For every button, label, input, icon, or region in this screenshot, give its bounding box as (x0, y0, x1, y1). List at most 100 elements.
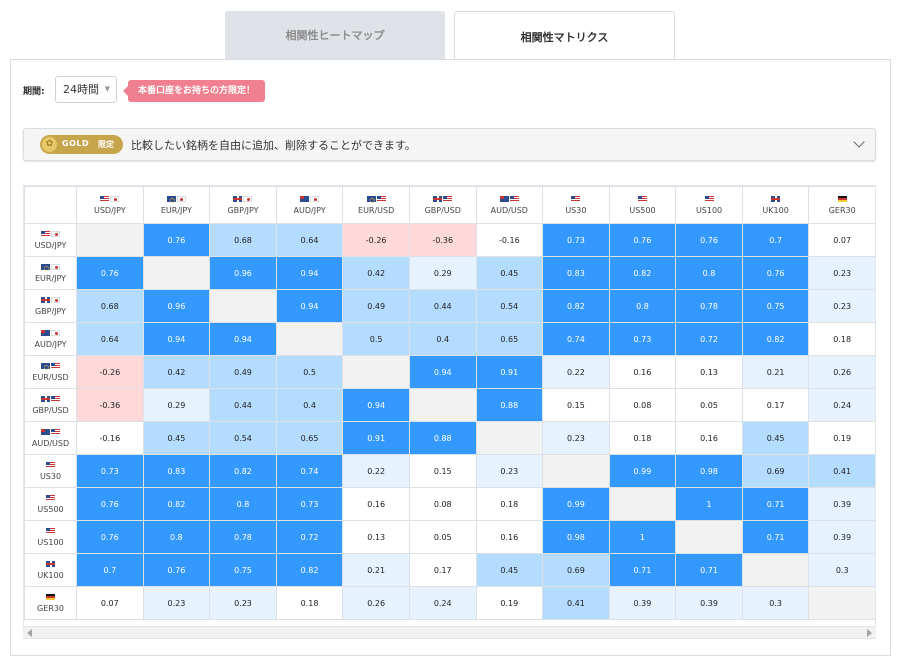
matrix-row: AUD/JPY 0.64 0.94 0.94 0.5 0.4 0.65 0.74 0.73 0.7… (24, 322, 875, 356)
flag-au-icon (41, 429, 51, 435)
matrix-cell: 0.23 (808, 256, 875, 290)
column-header[interactable]: GBP/USD (408, 186, 477, 224)
column-header[interactable]: US100 (675, 186, 743, 224)
matrix-cell-self (808, 586, 875, 620)
period-select[interactable]: 24時間 ▼ (55, 76, 117, 103)
matrix-cell: 0.19 (808, 421, 875, 455)
matrix-cell: 0.39 (675, 586, 743, 620)
flag-jp-icon (51, 330, 61, 336)
row-header[interactable]: US500 (24, 487, 78, 521)
matrix-cell: 0.23 (808, 289, 875, 323)
flag-jp-icon (176, 196, 186, 202)
flags (100, 196, 120, 204)
flag-us-icon (46, 495, 56, 501)
matrix-cell: 0.07 (76, 586, 144, 620)
column-header[interactable]: GER30 (808, 186, 875, 224)
flag-jp-icon (51, 264, 61, 270)
matrix-cell: 0.39 (808, 487, 875, 521)
matrix-cell: 0.39 (808, 520, 875, 554)
matrix-cell: 0.76 (76, 487, 144, 521)
flag-gb-icon (46, 561, 56, 567)
matrix-cell: 0.82 (209, 454, 277, 488)
matrix-cell: 0.18 (275, 586, 344, 620)
column-header[interactable]: EUR/JPY (142, 186, 211, 224)
matrix-cell: 0.68 (76, 289, 144, 323)
flag-eu-icon (41, 363, 51, 370)
matrix-cell: 0.13 (675, 355, 743, 389)
matrix-cell: 0.17 (408, 553, 477, 587)
matrix-cell: 0.65 (275, 421, 344, 455)
matrix-row: US30 0.73 0.83 0.82 0.74 0.22 0.15 0.23 0.99 0.98… (24, 454, 875, 488)
flag-gb-icon (771, 196, 781, 202)
matrix-cell: 0.68 (209, 223, 277, 257)
flag-jp-icon (51, 231, 61, 237)
row-header[interactable]: EUR/USD (24, 355, 78, 389)
symbol-label: AUD/USD (31, 439, 70, 448)
matrix-cell: 0.16 (342, 487, 410, 521)
symbol-label: USD/JPY (93, 206, 126, 215)
tab-correlation-matrix[interactable]: 相関性マトリクス (454, 11, 675, 61)
matrix-cell-self (741, 553, 810, 587)
flag-jp-icon (310, 196, 320, 202)
matrix-cell: 1 (675, 487, 743, 521)
column-header[interactable]: US30 (542, 186, 610, 224)
column-header[interactable]: UK100 (741, 186, 810, 224)
row-header[interactable]: GER30 (24, 586, 78, 620)
flag-gb-icon (41, 297, 51, 303)
matrix-cell: 0.26 (808, 355, 875, 389)
matrix-cell: 0.41 (542, 586, 610, 620)
tab-correlation-heatmap[interactable]: 相関性ヒートマップ (225, 11, 445, 59)
matrix-cell: 0.78 (675, 289, 743, 323)
scroll-left-icon[interactable] (27, 629, 32, 637)
flags (771, 196, 781, 204)
matrix-cell: 0.23 (142, 586, 211, 620)
column-header[interactable]: US500 (608, 186, 677, 224)
matrix-cell: 0.29 (408, 256, 477, 290)
column-header[interactable]: GBP/JPY (209, 186, 277, 224)
gold-message: 比較したい銘柄を自由に追加、削除することができます。 (131, 139, 416, 152)
row-header[interactable]: AUD/JPY (24, 322, 78, 356)
matrix-cell-self (475, 421, 544, 455)
row-header[interactable]: GBP/USD (24, 388, 78, 422)
gold-badge-sub: 限定 (98, 140, 114, 149)
flag-eu-icon (41, 264, 51, 271)
matrix-cell: -0.16 (76, 421, 144, 455)
matrix-cell: 0.76 (76, 520, 144, 554)
scroll-right-icon[interactable] (867, 629, 872, 637)
row-header[interactable]: EUR/JPY (24, 256, 78, 290)
flag-us-icon (51, 363, 61, 369)
symbol-label: EUR/JPY (34, 274, 67, 283)
matrix-cell: 0.21 (741, 355, 810, 389)
flag-us-icon (100, 196, 110, 202)
row-header[interactable]: GBP/JPY (24, 289, 78, 323)
matrix-cell: 0.08 (408, 487, 477, 521)
chevron-down-icon[interactable] (853, 136, 865, 148)
matrix-cell: 0.08 (608, 388, 677, 422)
matrix-cell: 0.23 (209, 586, 277, 620)
matrix-row: GBP/USD -0.36 0.29 0.44 0.4 0.94 0.88 0.15 0.08 0… (24, 388, 875, 422)
matrix-corner (24, 186, 78, 224)
matrix-row: AUD/USD -0.16 0.45 0.54 0.65 0.91 0.88 0.23 0.18… (24, 421, 875, 455)
column-header[interactable]: EUR/USD (342, 186, 410, 224)
row-header[interactable]: US30 (24, 454, 78, 488)
column-header[interactable]: AUD/JPY (275, 186, 344, 224)
matrix-cell-self (209, 289, 277, 323)
flag-jp-icon (110, 196, 120, 202)
matrix-cell: 0.5 (342, 322, 410, 356)
row-header[interactable]: UK100 (24, 553, 78, 587)
gold-feature-bar[interactable]: ✿ GOLD 限定 比較したい銘柄を自由に追加、削除することができます。 (23, 128, 876, 161)
column-header[interactable]: USD/JPY (76, 186, 144, 224)
matrix-cell-self (542, 454, 610, 488)
correlation-matrix: USD/JPY EUR/JPY GBP/JPY AUD/JPY EUR/USD GBP/U… (23, 185, 876, 639)
row-header[interactable]: AUD/USD (24, 421, 78, 455)
matrix-cell: 0.69 (741, 454, 810, 488)
flag-au-icon (41, 330, 51, 336)
column-header[interactable]: AUD/USD (475, 186, 544, 224)
symbol-label: US500 (37, 505, 64, 514)
row-header[interactable]: USD/JPY (24, 223, 78, 257)
matrix-cell: 0.54 (209, 421, 277, 455)
matrix-cell: 0.71 (675, 553, 743, 587)
matrix-cell: 0.16 (475, 520, 544, 554)
row-header[interactable]: US100 (24, 520, 78, 554)
horizontal-scrollbar[interactable] (23, 626, 876, 638)
